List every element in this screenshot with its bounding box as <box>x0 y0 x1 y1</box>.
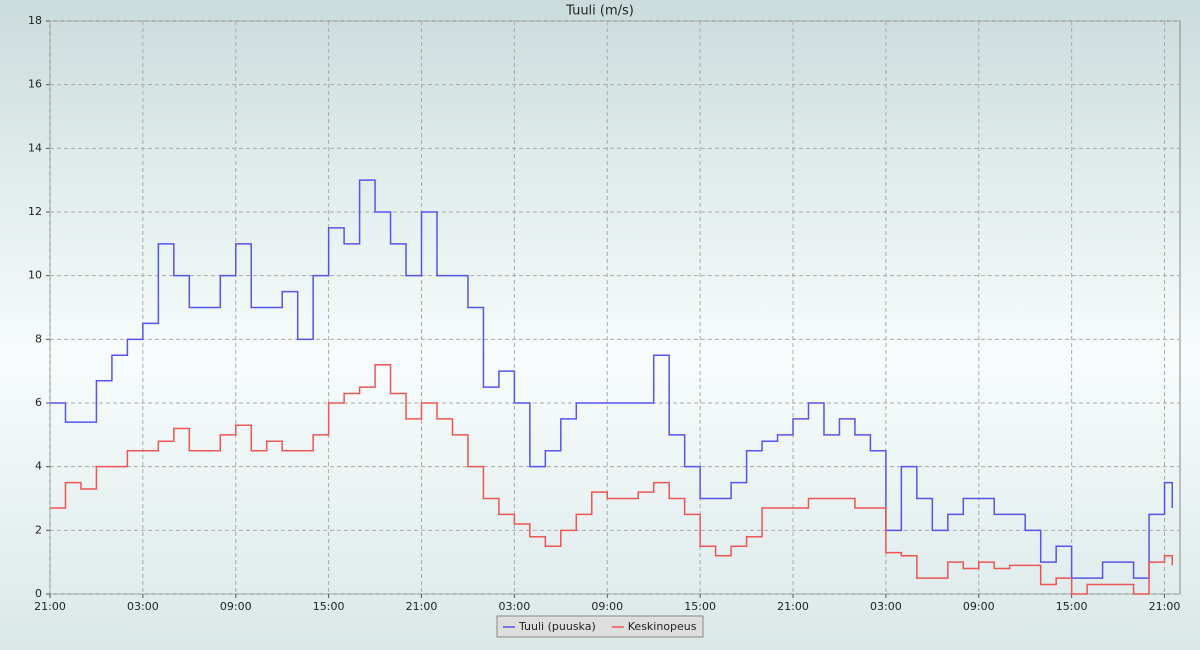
x-tick-label: 21:00 <box>34 600 66 613</box>
y-tick-label: 10 <box>28 269 42 282</box>
legend-label: Tuuli (puuska) <box>518 620 596 633</box>
legend <box>496 615 704 638</box>
x-tick-label: 15:00 <box>684 600 716 613</box>
x-tick-label: 03:00 <box>870 600 902 613</box>
chart-title: Tuuli (m/s) <box>565 4 634 19</box>
plot-area <box>49 20 1181 595</box>
y-tick-label: 18 <box>28 14 42 27</box>
y-tick-label: 16 <box>28 78 42 91</box>
x-tick-label: 09:00 <box>220 600 252 613</box>
y-tick-label: 14 <box>28 141 42 154</box>
y-tick-label: 2 <box>35 523 42 536</box>
x-tick-label: 21:00 <box>1149 600 1181 613</box>
x-tick-label: 15:00 <box>1056 600 1088 613</box>
x-tick-label: 15:00 <box>313 600 345 613</box>
y-tick-label: 12 <box>28 205 42 218</box>
x-tick-label: 03:00 <box>499 600 531 613</box>
series-line <box>50 179 1174 579</box>
x-tick-label: 09:00 <box>963 600 995 613</box>
y-tick-label: 8 <box>35 332 42 345</box>
series-line <box>50 364 1174 595</box>
x-tick-label: 09:00 <box>591 600 623 613</box>
x-tick-label: 21:00 <box>406 600 438 613</box>
legend-label: Keskinopeus <box>628 620 697 633</box>
y-tick-label: 4 <box>35 460 42 473</box>
x-tick-label: 21:00 <box>777 600 809 613</box>
y-tick-label: 6 <box>35 396 42 409</box>
x-tick-label: 03:00 <box>127 600 159 613</box>
y-tick-label: 0 <box>35 587 42 600</box>
